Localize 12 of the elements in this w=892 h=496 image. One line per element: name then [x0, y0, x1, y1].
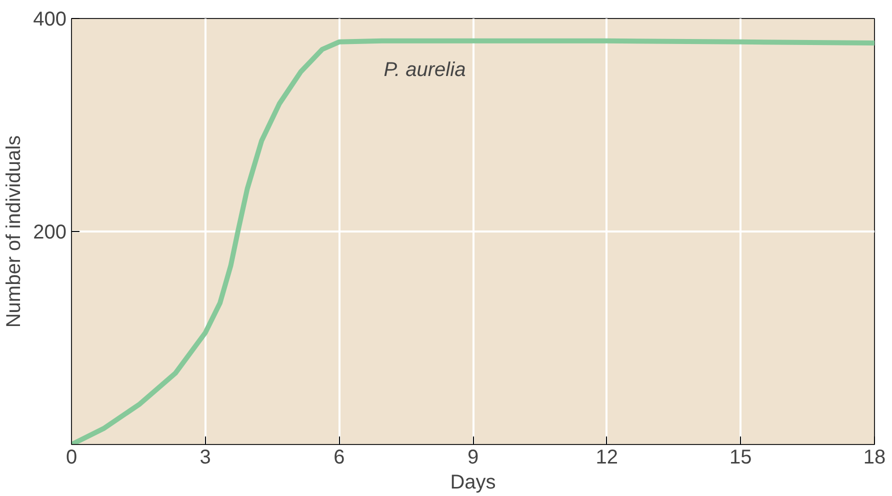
x-tick-label: 18 — [863, 446, 886, 468]
x-tick-label: 9 — [467, 446, 479, 468]
x-tick-label: 3 — [200, 446, 211, 468]
y-tick-label: 400 — [33, 8, 67, 30]
x-axis-title: Days — [450, 472, 496, 494]
x-tick-label: 15 — [730, 446, 752, 468]
x-tick-label: 0 — [66, 446, 78, 468]
x-tick-label: 6 — [334, 446, 345, 468]
y-axis-title: Number of individuals — [3, 135, 26, 328]
series-label: P. aurelia — [384, 58, 466, 81]
y-tick-label: 200 — [33, 222, 67, 244]
x-tick-label: 12 — [596, 446, 618, 468]
